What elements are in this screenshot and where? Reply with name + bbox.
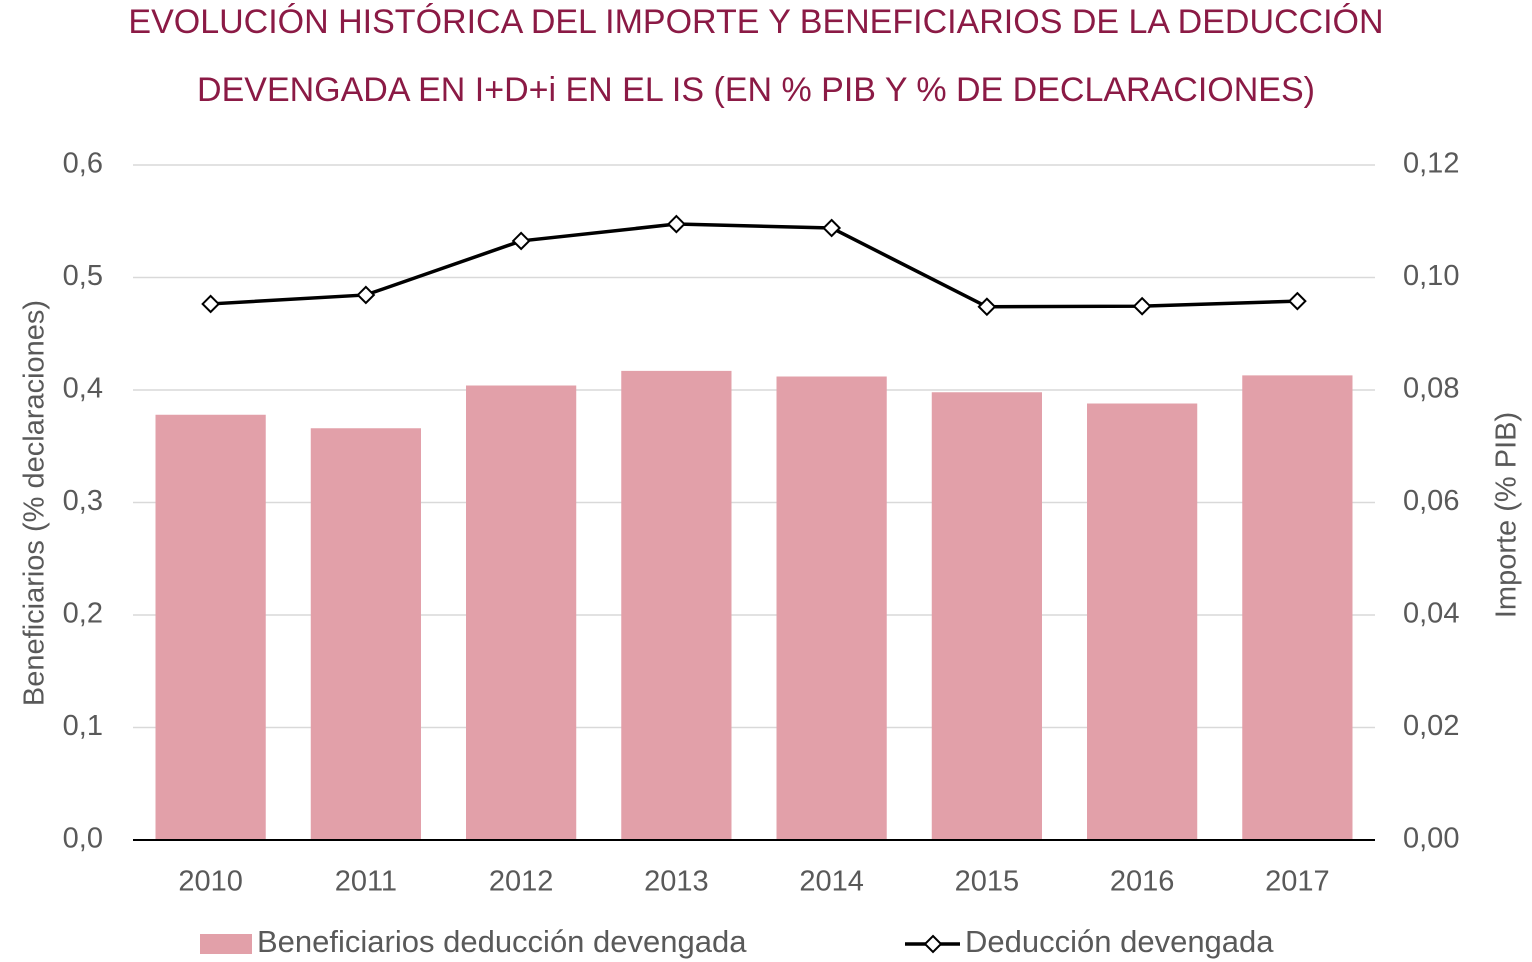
bar bbox=[155, 414, 266, 840]
y-tick-label: 0,1 bbox=[63, 710, 103, 742]
line-marker bbox=[822, 218, 842, 238]
bar bbox=[1242, 375, 1353, 840]
y-tick-label: 0,5 bbox=[63, 260, 103, 292]
legend-marker bbox=[923, 934, 943, 954]
chart-title: DEVENGADA EN I+D+i EN EL IS (EN % PIB Y … bbox=[197, 71, 1315, 109]
line-marker bbox=[1132, 296, 1152, 316]
x-tick-label: 2016 bbox=[1110, 866, 1175, 898]
y2-tick-label: 0,12 bbox=[1403, 148, 1459, 180]
line-marker bbox=[201, 294, 221, 314]
line-marker bbox=[1287, 291, 1307, 311]
legend-label: Deducción devengada bbox=[965, 924, 1274, 959]
line-marker bbox=[666, 214, 686, 234]
bar bbox=[776, 376, 887, 840]
y2-tick-label: 0,04 bbox=[1403, 598, 1459, 630]
bar bbox=[466, 385, 577, 840]
y-tick-label: 0,6 bbox=[63, 148, 103, 180]
y2-axis-label: Importe (% PIB) bbox=[1491, 412, 1523, 618]
x-tick-label: 2017 bbox=[1265, 866, 1330, 898]
y2-tick-label: 0,02 bbox=[1403, 710, 1459, 742]
y-tick-label: 0,2 bbox=[63, 598, 103, 630]
line-marker bbox=[356, 285, 376, 305]
y-axis-label: Beneficiarios (% declaraciones) bbox=[19, 300, 51, 706]
y2-tick-label: 0,08 bbox=[1403, 373, 1459, 405]
y-tick-label: 0,3 bbox=[63, 485, 103, 517]
chart-title: EVOLUCIÓN HISTÓRICA DEL IMPORTE Y BENEFI… bbox=[128, 3, 1383, 41]
y-tick-label: 0,0 bbox=[63, 823, 103, 855]
line bbox=[210, 222, 1298, 309]
bar bbox=[621, 370, 732, 840]
bar bbox=[931, 392, 1042, 840]
line-marker bbox=[511, 231, 531, 251]
y2-tick-label: 0,10 bbox=[1403, 260, 1459, 292]
x-tick-label: 2014 bbox=[799, 866, 864, 898]
bar bbox=[1087, 403, 1198, 840]
x-tick-label: 2013 bbox=[644, 866, 709, 898]
x-tick-label: 2015 bbox=[955, 866, 1020, 898]
x-tick-label: 2011 bbox=[335, 866, 397, 898]
x-tick-label: 2012 bbox=[489, 866, 554, 898]
legend-label: Beneficiarios deducción devengada bbox=[257, 924, 747, 959]
line-marker bbox=[977, 297, 997, 317]
legend-swatch bbox=[200, 934, 252, 954]
x-tick-label: 2010 bbox=[178, 866, 243, 898]
y-tick-label: 0,4 bbox=[63, 373, 103, 405]
bar bbox=[310, 428, 421, 840]
y2-tick-label: 0,06 bbox=[1403, 485, 1459, 517]
y2-tick-label: 0,00 bbox=[1403, 823, 1459, 855]
